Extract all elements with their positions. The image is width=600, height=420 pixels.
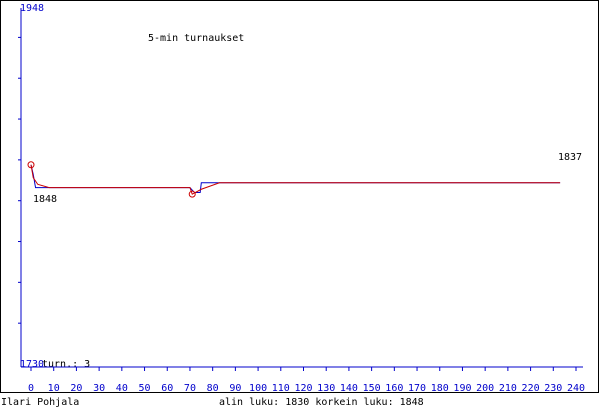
series-line (30, 164, 561, 194)
x-tick-label: 30 (93, 383, 105, 394)
x-tick-label: 220 (522, 383, 540, 394)
x-tick-label: 90 (229, 383, 241, 394)
x-tick-label: 100 (249, 383, 267, 394)
x-tick-label: 70 (184, 383, 196, 394)
x-tick-label: 200 (476, 383, 494, 394)
x-tick-label: 170 (408, 383, 426, 394)
annotation: 1848 (33, 194, 57, 205)
x-tick-label: 230 (544, 383, 562, 394)
x-tick-label: 210 (499, 383, 517, 394)
x-tick-label: 110 (272, 383, 290, 394)
x-tick-label: 120 (294, 383, 312, 394)
y-max-label: 1948 (20, 3, 44, 14)
x-tick-label: 50 (139, 383, 151, 394)
x-tick-label: 20 (70, 383, 82, 394)
x-tick-label: 190 (453, 383, 471, 394)
marker (188, 190, 196, 198)
frame (0, 0, 599, 393)
y-min-label: 1730 (20, 359, 44, 370)
chart-title: 5-min turnaukset (148, 33, 244, 44)
x-tick-label: 80 (207, 383, 219, 394)
footer-left: Ilari Pohjala (1, 397, 79, 408)
annotation: 1837 (558, 152, 582, 163)
x-tick-label: 160 (385, 383, 403, 394)
x-tick-label: 140 (340, 383, 358, 394)
x-tick-label: 10 (48, 383, 60, 394)
x-tick-label: 0 (28, 383, 34, 394)
x-tick-label: 150 (363, 383, 381, 394)
marker (27, 161, 35, 169)
x-tick-label: 60 (161, 383, 173, 394)
x-tick-label: 40 (116, 383, 128, 394)
footer-right: alin luku: 1830 korkein luku: 1848 (219, 397, 424, 408)
annotation: turn.: 3 (42, 359, 90, 370)
x-tick-label: 240 (567, 383, 585, 394)
x-tick-label: 180 (431, 383, 449, 394)
x-tick-label: 130 (317, 383, 335, 394)
series-line (30, 164, 561, 195)
